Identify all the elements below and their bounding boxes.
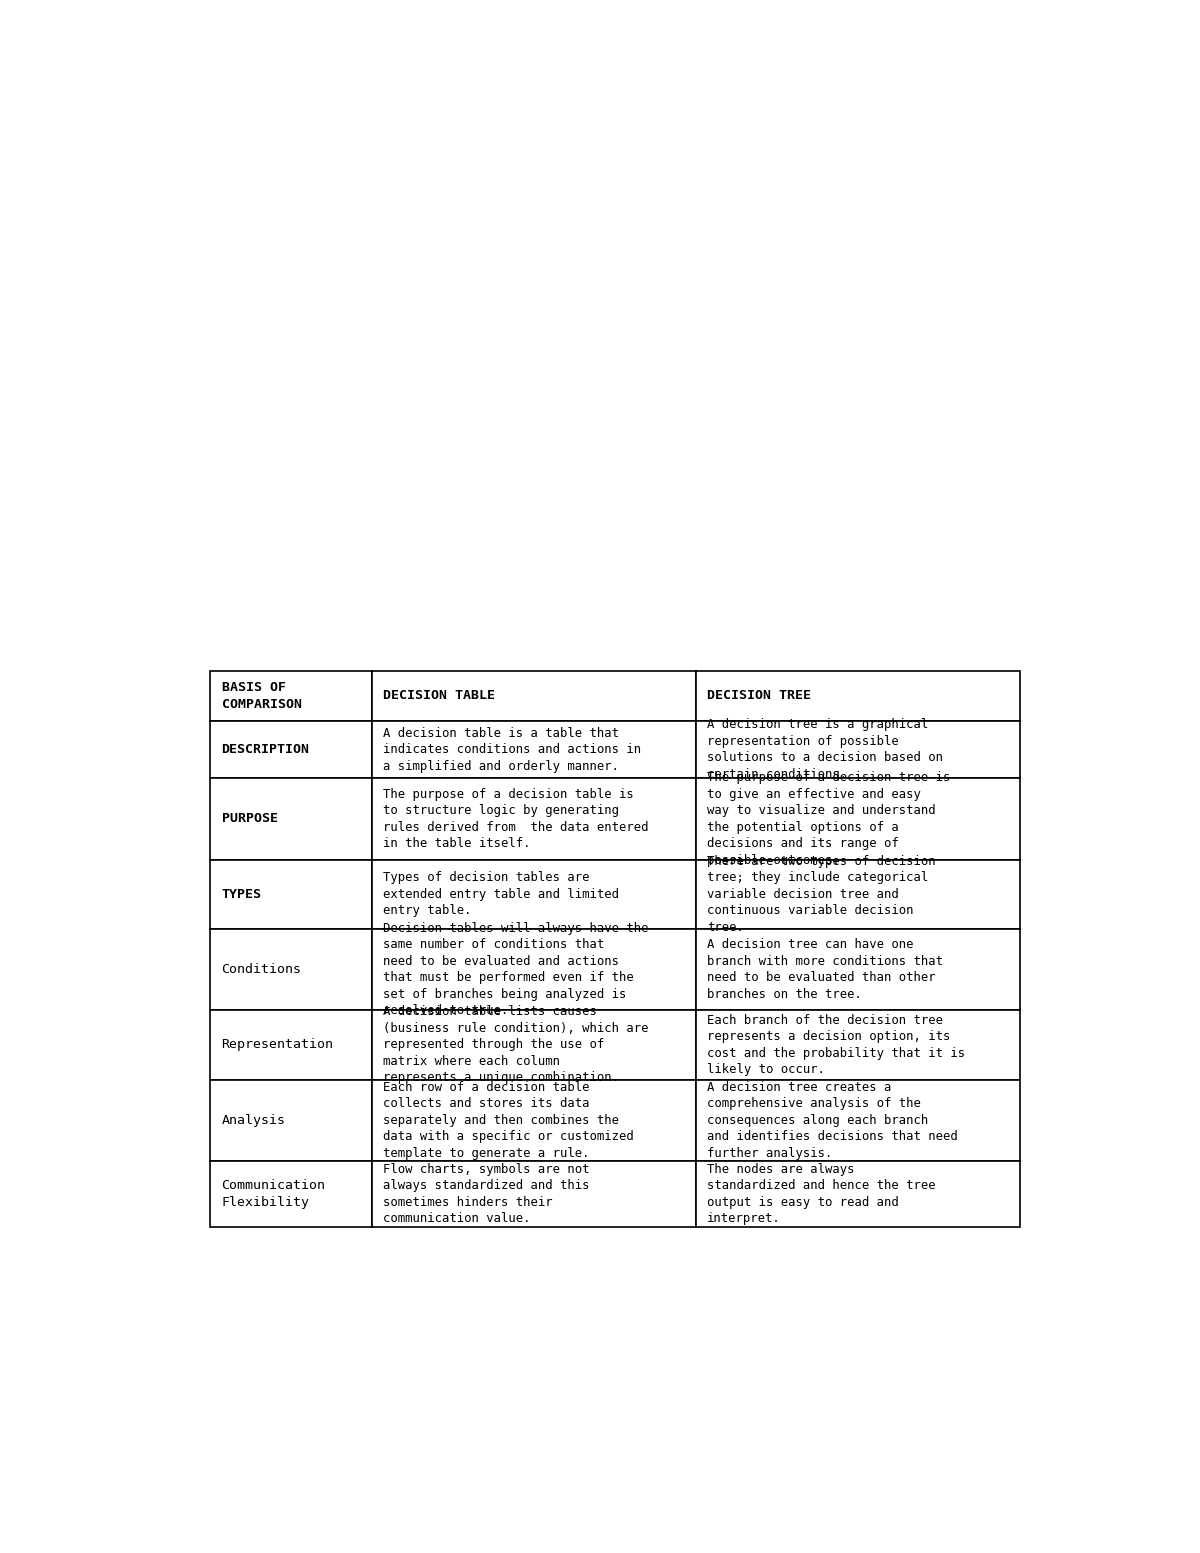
Bar bbox=[372, 1162, 696, 1227]
Text: The purpose of a decision table is
to structure logic by generating
rules derive: The purpose of a decision table is to st… bbox=[384, 787, 649, 849]
Text: A decision tree can have one
branch with more conditions that
need to be evaluat: A decision tree can have one branch with… bbox=[707, 938, 943, 1000]
Text: A decision table lists causes
(business rule condition), which are
represented t: A decision table lists causes (business … bbox=[384, 1005, 649, 1084]
Text: DECISION TABLE: DECISION TABLE bbox=[384, 690, 496, 702]
Bar bbox=[696, 1079, 1020, 1162]
Text: DESCRIPTION: DESCRIPTION bbox=[222, 742, 310, 756]
Bar bbox=[372, 929, 696, 1011]
Bar bbox=[696, 721, 1020, 778]
Text: Analysis: Analysis bbox=[222, 1114, 286, 1127]
Text: The nodes are always
standardized and hence the tree
output is easy to read and
: The nodes are always standardized and he… bbox=[707, 1163, 936, 1225]
Bar bbox=[210, 1079, 372, 1162]
Text: There are two types of decision
tree; they include categorical
variable decision: There are two types of decision tree; th… bbox=[707, 854, 936, 933]
Bar bbox=[372, 860, 696, 929]
Bar bbox=[210, 778, 372, 860]
Bar bbox=[696, 860, 1020, 929]
Bar bbox=[210, 721, 372, 778]
Text: Representation: Representation bbox=[222, 1039, 334, 1051]
Text: A decision tree is a graphical
representation of possible
solutions to a decisio: A decision tree is a graphical represent… bbox=[707, 719, 943, 781]
Bar bbox=[696, 671, 1020, 721]
Text: Types of decision tables are
extended entry table and limited
entry table.: Types of decision tables are extended en… bbox=[384, 871, 619, 918]
Text: TYPES: TYPES bbox=[222, 888, 262, 901]
Text: The purpose of a decision tree is
to give an effective and easy
way to visualize: The purpose of a decision tree is to giv… bbox=[707, 772, 950, 867]
Text: A decision tree creates a
comprehensive analysis of the
consequences along each : A decision tree creates a comprehensive … bbox=[707, 1081, 958, 1160]
Bar bbox=[696, 929, 1020, 1011]
Text: Each branch of the decision tree
represents a decision option, its
cost and the : Each branch of the decision tree represe… bbox=[707, 1014, 965, 1076]
Text: DECISION TREE: DECISION TREE bbox=[707, 690, 811, 702]
Text: Communication
Flexibility: Communication Flexibility bbox=[222, 1179, 325, 1208]
Bar bbox=[372, 721, 696, 778]
Bar bbox=[372, 778, 696, 860]
Text: Decision tables will always have the
same number of conditions that
need to be e: Decision tables will always have the sam… bbox=[384, 922, 649, 1017]
Bar bbox=[210, 1011, 372, 1079]
Text: Each row of a decision table
collects and stores its data
separately and then co: Each row of a decision table collects an… bbox=[384, 1081, 634, 1160]
Bar bbox=[210, 671, 372, 721]
Bar bbox=[210, 1162, 372, 1227]
Text: A decision table is a table that
indicates conditions and actions in
a simplifie: A decision table is a table that indicat… bbox=[384, 727, 642, 772]
Text: BASIS OF
COMPARISON: BASIS OF COMPARISON bbox=[222, 682, 301, 711]
Bar bbox=[696, 778, 1020, 860]
Text: Conditions: Conditions bbox=[222, 963, 301, 977]
Bar bbox=[696, 1162, 1020, 1227]
Bar bbox=[372, 671, 696, 721]
Text: Flow charts, symbols are not
always standardized and this
sometimes hinders thei: Flow charts, symbols are not always stan… bbox=[384, 1163, 590, 1225]
Bar bbox=[210, 860, 372, 929]
Bar bbox=[372, 1011, 696, 1079]
Bar bbox=[210, 929, 372, 1011]
Bar bbox=[372, 1079, 696, 1162]
Bar bbox=[696, 1011, 1020, 1079]
Text: PURPOSE: PURPOSE bbox=[222, 812, 277, 826]
